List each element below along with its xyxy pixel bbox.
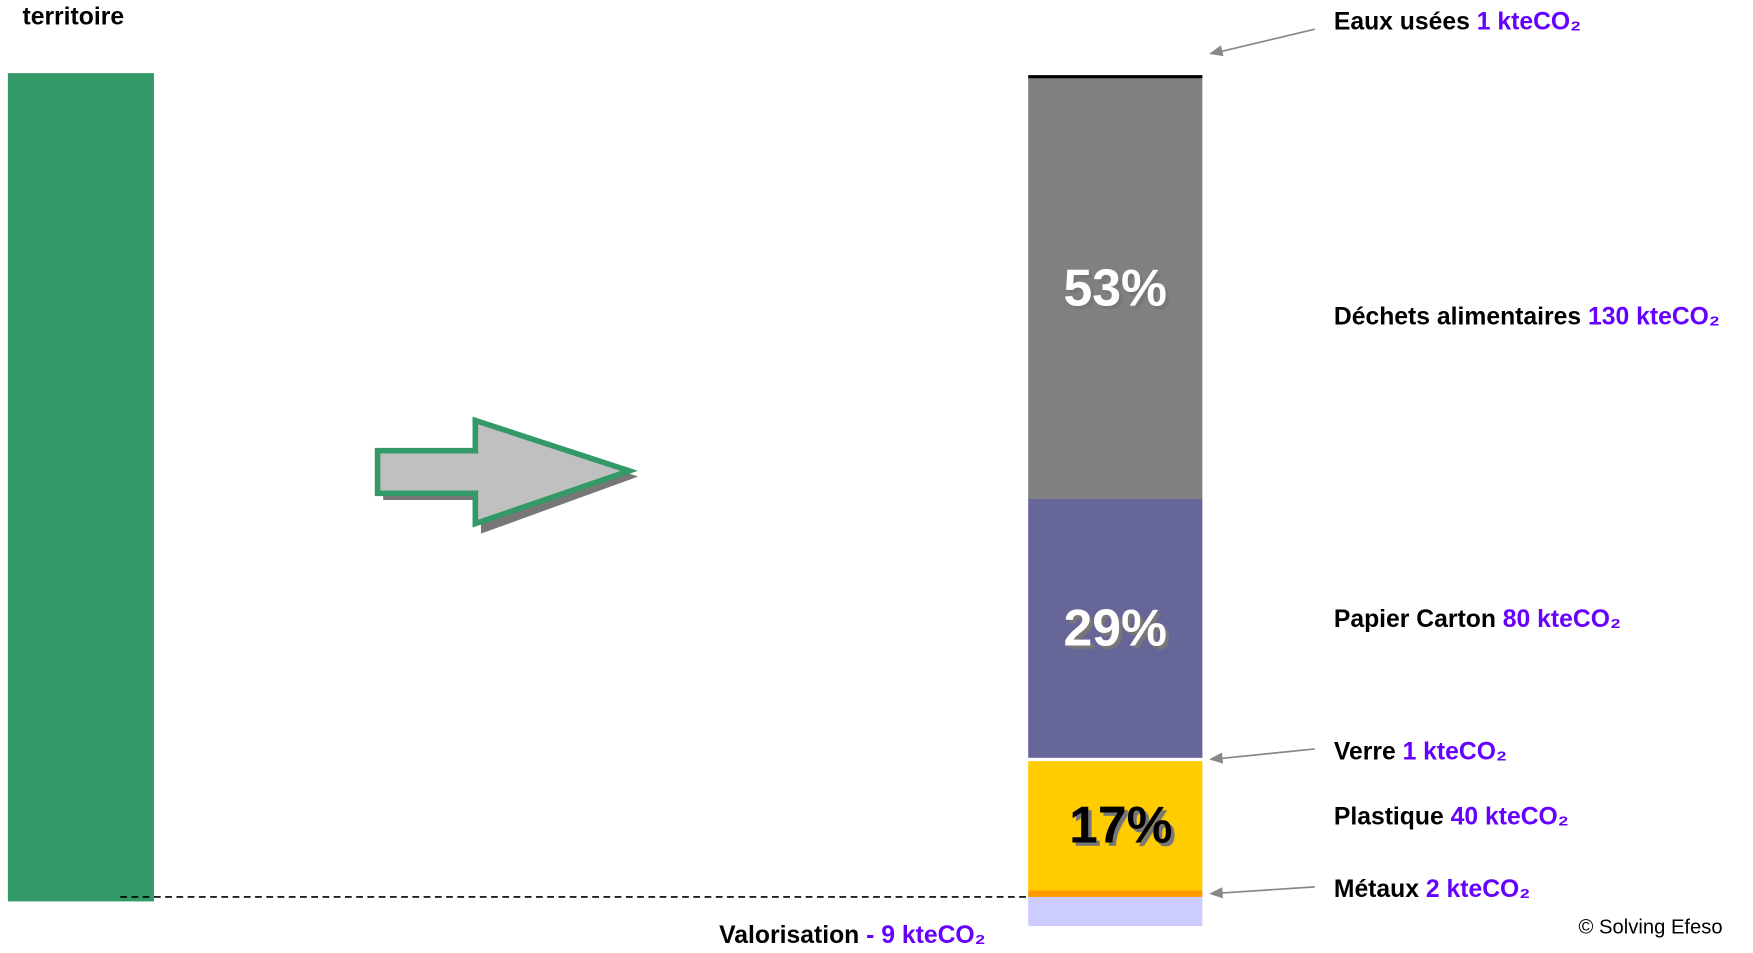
left-bar-label: territoire — [22, 3, 124, 30]
segment — [1028, 498, 1203, 758]
segment-label: Eaux usées 1 kteCO₂ — [1334, 8, 1581, 35]
arrow — [374, 416, 639, 528]
segment — [1028, 761, 1203, 891]
segment-name: Valorisation — [719, 922, 859, 949]
segment-label: Plastique 40 kteCO₂ — [1334, 803, 1569, 830]
pointer — [1211, 748, 1315, 761]
segment-value: - 9 kteCO₂ — [866, 922, 985, 949]
segment-name: Papier Carton — [1334, 606, 1496, 633]
segment — [1028, 78, 1203, 499]
segment-name: Eaux usées — [1334, 8, 1470, 35]
segment-share: 17% — [1069, 796, 1172, 854]
footer: © Solving Efeso — [1579, 917, 1723, 939]
segment-share: 53% — [1064, 259, 1167, 317]
segment — [1028, 75, 1203, 79]
segment-label: Déchets alimentaires 130 kteCO₂ — [1334, 303, 1720, 330]
segment-label: Valorisation - 9 kteCO₂ — [719, 922, 985, 949]
segment — [1028, 896, 1203, 927]
segment-value: 80 kteCO₂ — [1503, 606, 1621, 633]
segment — [1028, 757, 1203, 762]
segment-value: 2 kteCO₂ — [1426, 876, 1530, 903]
segment-value: 130 kteCO₂ — [1588, 303, 1720, 330]
segment-share: 29% — [1064, 598, 1167, 656]
pointer-head — [1209, 887, 1223, 899]
pointer — [1211, 28, 1315, 55]
segment-label: Verre 1 kteCO₂ — [1334, 738, 1507, 765]
segment — [1028, 890, 1203, 897]
segment-name: Déchets alimentaires — [1334, 303, 1581, 330]
segment-name: Métaux — [1334, 876, 1419, 903]
segment-value: 1 kteCO₂ — [1403, 738, 1507, 765]
segment-value: 40 kteCO₂ — [1451, 803, 1569, 830]
segment-label: Papier Carton 80 kteCO₂ — [1334, 606, 1621, 633]
segment-value: 1 kteCO₂ — [1477, 8, 1581, 35]
segment-name: Plastique — [1334, 803, 1444, 830]
segment-label: Métaux 2 kteCO₂ — [1334, 876, 1530, 903]
pointer-head — [1209, 45, 1224, 57]
pointer-head — [1209, 752, 1224, 764]
left-bar — [7, 73, 154, 902]
segment-name: Verre — [1334, 738, 1396, 765]
pointer — [1211, 886, 1315, 895]
